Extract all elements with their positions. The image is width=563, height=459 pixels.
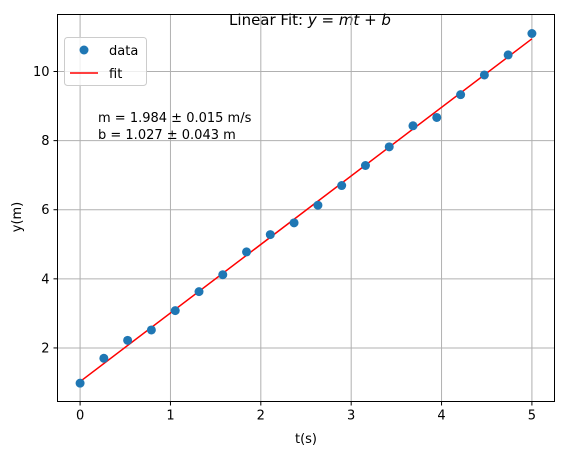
title-math: y = mt + b bbox=[307, 11, 391, 29]
data-point bbox=[123, 335, 133, 345]
annotation-intercept: b = 1.027 ± 0.043 m bbox=[98, 128, 236, 143]
data-point bbox=[218, 270, 228, 280]
data-point bbox=[265, 230, 275, 240]
data-point bbox=[289, 218, 299, 228]
data-point bbox=[479, 70, 489, 80]
annotation: m = 1.984 ± 0.015 m/s b = 1.027 ± 0.043 … bbox=[98, 111, 252, 143]
data-point bbox=[75, 378, 85, 388]
points-layer bbox=[75, 29, 537, 388]
data-point bbox=[360, 160, 370, 170]
data-point bbox=[194, 287, 204, 297]
data-point bbox=[432, 112, 442, 122]
data-point bbox=[337, 181, 347, 191]
x-tick-label: 4 bbox=[437, 409, 445, 424]
x-tick-label: 3 bbox=[347, 409, 355, 424]
data-point bbox=[408, 121, 418, 131]
y-tick-label: 2 bbox=[41, 341, 49, 356]
legend-data-marker bbox=[79, 45, 89, 55]
plot-frame bbox=[57, 14, 555, 402]
annotation-slope: m = 1.984 ± 0.015 m/s bbox=[98, 111, 252, 126]
data-point bbox=[503, 50, 513, 60]
data-point bbox=[313, 200, 323, 210]
data-point bbox=[242, 247, 252, 257]
data-point bbox=[527, 29, 537, 39]
y-tick-label: 6 bbox=[41, 203, 49, 218]
x-tick-label: 1 bbox=[166, 409, 174, 424]
data-point bbox=[99, 353, 109, 363]
x-tick-label: 0 bbox=[76, 409, 84, 424]
chart-title: Linear Fit: y = mt + b bbox=[229, 11, 391, 29]
x-tick-label: 2 bbox=[257, 409, 265, 424]
ticks-layer: 0 1 2 3 4 5 2 4 6 8 10 bbox=[33, 65, 536, 423]
y-tick-label: 8 bbox=[41, 134, 49, 149]
data-point bbox=[146, 325, 156, 335]
y-tick-label: 10 bbox=[33, 65, 50, 80]
legend-data-label: data bbox=[109, 44, 138, 59]
x-tick-label: 5 bbox=[528, 409, 536, 424]
x-axis-label: t(s) bbox=[295, 432, 317, 447]
title-prefix: Linear Fit: bbox=[229, 11, 308, 29]
data-point bbox=[170, 306, 180, 316]
y-axis-label: y(m) bbox=[10, 202, 25, 233]
legend-fit-label: fit bbox=[109, 67, 122, 82]
legend: data fit bbox=[64, 37, 147, 86]
data-point bbox=[456, 90, 466, 100]
y-tick-label: 4 bbox=[41, 272, 49, 287]
data-point bbox=[384, 142, 394, 152]
